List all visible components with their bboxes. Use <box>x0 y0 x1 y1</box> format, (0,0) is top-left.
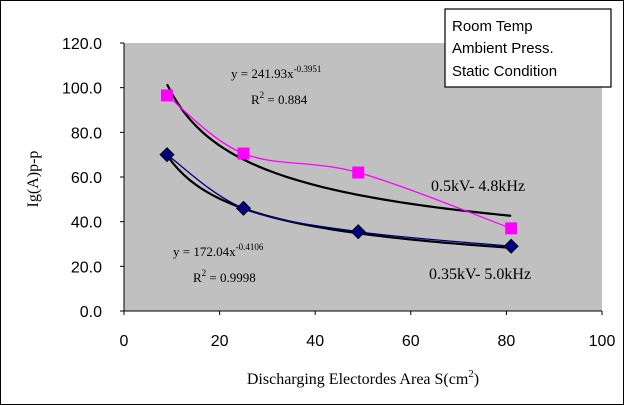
trend-eq-2: y = 172.04x-0.4106 <box>173 242 264 259</box>
x-tick-label: 60 <box>402 333 420 350</box>
series-line-2 <box>166 154 512 247</box>
conditions-box <box>444 8 612 88</box>
x-axis-title-sup: 2 <box>468 368 474 380</box>
data-point-diamond <box>503 238 519 254</box>
trend-eq-2-exp: -0.4106 <box>236 242 264 252</box>
x-tick-label: 20 <box>211 333 229 350</box>
data-point-diamond <box>159 147 175 163</box>
x-tick-label: 80 <box>498 333 516 350</box>
trend-r2-2-value: = 0.9998 <box>206 270 256 285</box>
x-tick-label: 100 <box>589 333 616 350</box>
trend-r2-1: R2 = 0.884 <box>251 90 308 107</box>
series-line-1 <box>166 94 512 229</box>
y-tick-label: 40.0 <box>71 215 102 232</box>
trend-r2-2-sup: 2 <box>202 268 207 278</box>
series-label-2: 0.35kV- 5.0kHz <box>429 266 531 283</box>
data-point-square <box>161 89 174 102</box>
trend-eq-2-base: y = 172.04x <box>173 244 236 259</box>
trend-r2-2-r: R <box>193 270 202 285</box>
trend-r2-1-r: R <box>251 92 260 107</box>
y-tick-label: 120.0 <box>62 36 102 53</box>
trend-r2-1-value: = 0.884 <box>264 92 308 107</box>
y-tick-label: 0.0 <box>80 304 102 321</box>
x-tick-label: 40 <box>306 333 324 350</box>
data-point-diamond <box>350 224 366 240</box>
trend-eq-1: y = 241.93x-0.3951 <box>231 64 321 81</box>
trend-r2-2: R2 = 0.9998 <box>193 268 256 285</box>
trendline-1 <box>166 83 512 217</box>
condition-line-3: Static Condition <box>452 63 557 80</box>
trend-eq-1-base: y = 241.93x <box>231 66 294 81</box>
x-tick-label: 0 <box>120 333 129 350</box>
x-axis-title-main: Discharging Electordes Area S(cm <box>247 371 469 388</box>
x-axis-title-close: ) <box>474 371 479 388</box>
data-point-diamond <box>235 200 252 216</box>
y-tick-label: 20.0 <box>71 259 102 276</box>
data-point-square <box>237 147 250 160</box>
x-axis-title: Discharging Electordes Area S(cm2) <box>247 368 479 388</box>
condition-line-2: Ambient Press. <box>452 40 554 57</box>
series-label-1: 0.5kV- 4.8kHz <box>431 178 525 195</box>
trend-eq-1-exp: -0.3951 <box>294 64 322 74</box>
y-tick-label: 60.0 <box>71 170 102 187</box>
y-tick-label: 100.0 <box>62 81 102 98</box>
data-point-square <box>352 166 365 179</box>
data-point-square <box>505 222 518 235</box>
condition-line-1: Room Temp <box>452 18 533 35</box>
y-tick-label: 80.0 <box>71 125 102 142</box>
trend-r2-1-sup: 2 <box>260 90 265 100</box>
y-axis-title: Ig(A)p-p <box>25 151 42 208</box>
trendline-2 <box>166 154 512 249</box>
